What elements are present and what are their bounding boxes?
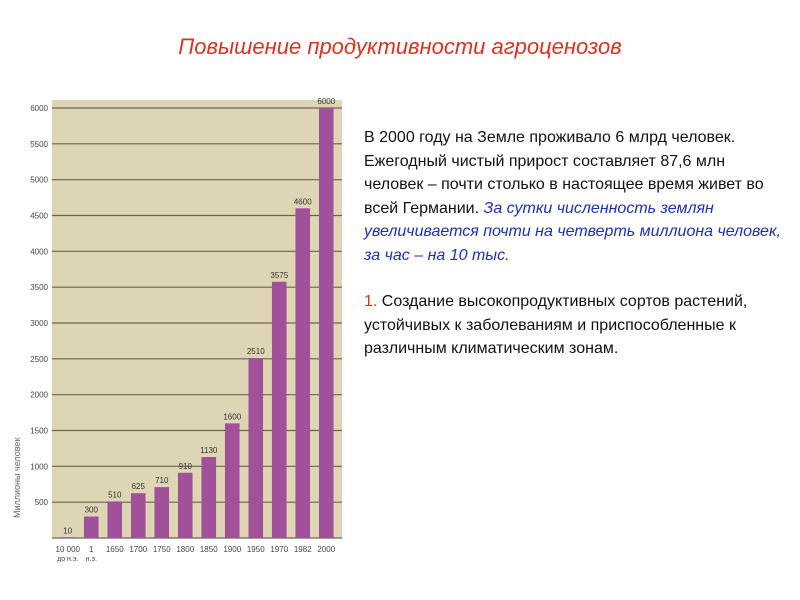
x-tick-label: 1850	[200, 545, 218, 554]
bar	[201, 457, 217, 538]
x-tick-label: 1900	[223, 545, 241, 554]
text-panel: В 2000 году на Земле проживало 6 млрд че…	[364, 126, 784, 361]
x-tick-label: 1650	[106, 545, 124, 554]
x-tick-label: 1700	[129, 545, 147, 554]
population-bar-chart: 500 1000 1500 2000 2500 3000 3500 4000 4500 5000 5…	[12, 97, 342, 563]
x-axis-ticks: 10 000 до н.э. 1 н.э. 1650 1700 1750 1800 1850 19…	[56, 545, 336, 563]
bar-value-label: 4600	[294, 197, 312, 206]
fact-paragraph: В 2000 году на Земле проживало 6 млрд че…	[364, 126, 784, 267]
bar	[60, 537, 76, 539]
y-tick-label: 2000	[30, 391, 48, 400]
bar	[248, 358, 264, 538]
x-tick-label: 1750	[153, 545, 171, 554]
list-item: 1. Создание высокопродуктивных сортов ра…	[364, 290, 784, 361]
population-chart: 500 1000 1500 2000 2500 3000 3500 4000 4500 5000 5…	[8, 92, 356, 574]
list-item-text: Создание высокопродуктивных сортов расте…	[364, 293, 748, 357]
plot-area	[52, 100, 342, 538]
y-axis-label: Миллионы человек	[12, 438, 22, 518]
y-tick-label: 2500	[30, 355, 48, 364]
grid-lines	[52, 107, 342, 539]
bar-value-label: 910	[179, 462, 193, 471]
bar-value-label: 10	[63, 526, 72, 535]
y-tick-label: 1500	[30, 427, 48, 436]
bar	[224, 423, 240, 538]
x-tick-label: 1800	[176, 545, 194, 554]
y-tick-label: 4000	[30, 247, 48, 256]
bar-value-label: 2510	[247, 347, 265, 356]
fact-highlight: За сутки численность землян увеличиваетс…	[364, 199, 781, 264]
bar	[271, 281, 287, 538]
x-tick-label: 1	[89, 545, 94, 554]
list-item-number: 1.	[364, 293, 378, 310]
fact-text: В 2000 году на Земле проживало 6 млрд че…	[364, 129, 764, 217]
bar	[177, 472, 193, 538]
bar-value-label: 510	[108, 490, 122, 499]
x-tick-label: 2000	[317, 545, 335, 554]
bar-value-label: 6000	[317, 97, 335, 106]
x-tick-label: 1982	[294, 545, 312, 554]
bar-value-label: 1600	[223, 412, 241, 421]
value-labels: 10 300 510 625 710 910 1130 1600 2510 3575 4600 600…	[63, 97, 335, 535]
x-tick-sublabel: до н.э.	[57, 556, 78, 563]
bar-value-label: 300	[85, 506, 99, 515]
y-tick-label: 6000	[30, 104, 48, 113]
bars	[60, 108, 334, 539]
bar	[318, 108, 334, 538]
x-tick-label: 1970	[270, 545, 288, 554]
bar-value-label: 1130	[200, 446, 218, 455]
y-axis-ticks: 500 1000 1500 2000 2500 3000 3500 4000 4500 5000 5…	[30, 104, 48, 507]
x-tick-label: 10 000	[56, 545, 81, 554]
bar-value-label: 3575	[270, 271, 288, 280]
y-tick-label: 500	[35, 498, 49, 507]
bar	[107, 501, 123, 538]
bar	[154, 487, 170, 538]
x-tick-sublabel: н.э.	[86, 556, 97, 563]
y-tick-label: 5000	[30, 176, 48, 185]
y-tick-label: 3000	[30, 319, 48, 328]
bar	[295, 208, 311, 538]
y-tick-label: 4500	[30, 212, 48, 221]
y-tick-label: 1000	[30, 462, 48, 471]
x-tick-label: 1950	[247, 545, 265, 554]
y-tick-label: 5500	[30, 140, 48, 149]
bar-value-label: 625	[132, 482, 146, 491]
bar	[130, 493, 146, 538]
y-tick-label: 3500	[30, 283, 48, 292]
bar-value-label: 710	[155, 476, 169, 485]
bar	[83, 516, 99, 538]
slide-title: Повышение продуктивности агроценозов	[178, 34, 622, 59]
